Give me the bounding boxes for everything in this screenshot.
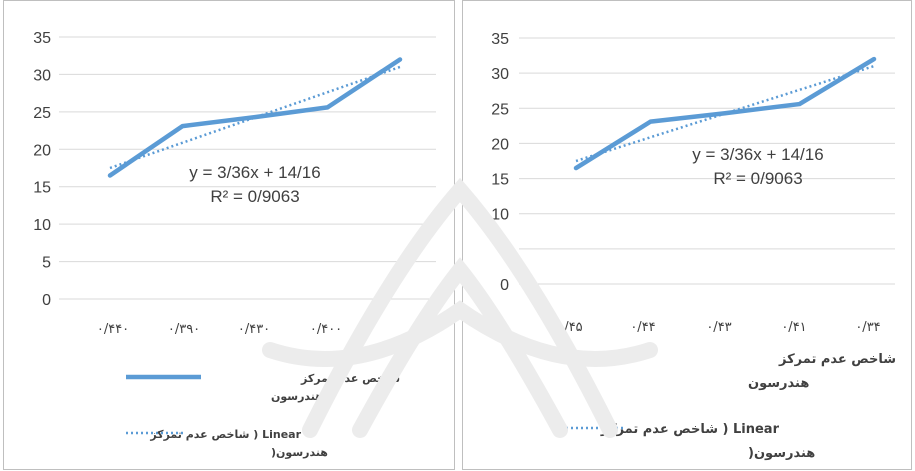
trendline-equation: y = 3/36x + 14/16	[692, 145, 823, 164]
y-tick-label: 20	[491, 136, 509, 153]
legend-label-series: شاخص عدم تمرکز	[778, 352, 896, 367]
trendline-equation: y = 3/36x + 14/16	[189, 163, 320, 182]
x-tick-label: ۰/۴۳	[706, 320, 731, 335]
y-tick-label: 10	[33, 217, 51, 234]
trendline-r-squared: R² = 0/9063	[713, 169, 802, 188]
y-tick-label: 35	[33, 30, 51, 47]
y-tick-label: 10	[491, 207, 509, 224]
chart-panel-left: 0 5 10 15 20 25 30 35 ۰/۴۴۰ ۰/۳۹۰ ۰/۴۳۰ ۰/۴۰۰ y = 3/…	[3, 0, 455, 470]
x-tick-label: ۰/۳۴	[855, 320, 880, 335]
chart-panel-right: 0 5 10 15 20 25 30 35 ۰/۴۵ ۰/۴۴ ۰/۴۳ ۰/۴۱ ۰/۳۴ y = 3/…	[462, 0, 912, 470]
y-tick-label: 30	[33, 67, 51, 84]
legend-label-series-line2: هندرسون	[748, 376, 809, 391]
x-tick-label: ۰/۳۹۰	[168, 322, 200, 337]
y-tick-label: 25	[491, 101, 509, 118]
y-tick-label: 15	[33, 180, 51, 197]
x-tick-label: ۰/۴۴	[630, 320, 655, 335]
y-tick-label: 5	[42, 255, 51, 272]
y-tick-label: 25	[33, 105, 51, 122]
legend-label-series-line2: هندرسون	[271, 390, 323, 403]
legend-label-trendline: شاخص عدم تمرکز ) Linear	[600, 422, 780, 437]
trendline	[109, 65, 401, 170]
x-tick-label: ۰/۴۳۰	[238, 322, 270, 337]
x-tick-label: ۰/۴۴۰	[97, 322, 129, 337]
chart-right: 0 5 10 15 20 25 30 35 ۰/۴۵ ۰/۴۴ ۰/۴۳ ۰/۴۱ ۰/۳۴ y = 3/…	[491, 31, 896, 461]
legend-label-trendline: شاخص عدم تمرکز ) Linear	[149, 428, 301, 441]
legend-label-series: شاخص عدم تمرکز	[300, 372, 400, 385]
legend-label-trendline-line2: هندرسون(	[748, 446, 815, 461]
y-tick-label: 35	[491, 31, 509, 48]
series-line	[107, 57, 403, 178]
x-tick-label: ۰/۴۵	[557, 320, 582, 335]
x-tick-label: ۰/۴۰۰	[310, 322, 342, 337]
y-tick-label: 20	[33, 142, 51, 159]
y-tick-label: 15	[491, 172, 509, 189]
y-tick-label: 0	[42, 292, 51, 309]
x-tick-label: ۰/۴۱	[781, 320, 806, 335]
trendline	[575, 64, 875, 163]
legend-label-trendline-line2: هندرسون(	[271, 446, 328, 459]
y-tick-label: 0	[500, 277, 509, 294]
chart-left: 0 5 10 15 20 25 30 35 ۰/۴۴۰ ۰/۳۹۰ ۰/۴۳۰ ۰/۴۰۰ y = 3/…	[33, 30, 436, 459]
y-tick-label: 30	[491, 66, 509, 83]
trendline-r-squared: R² = 0/9063	[210, 187, 299, 206]
y-tick-label: 5	[500, 242, 509, 259]
